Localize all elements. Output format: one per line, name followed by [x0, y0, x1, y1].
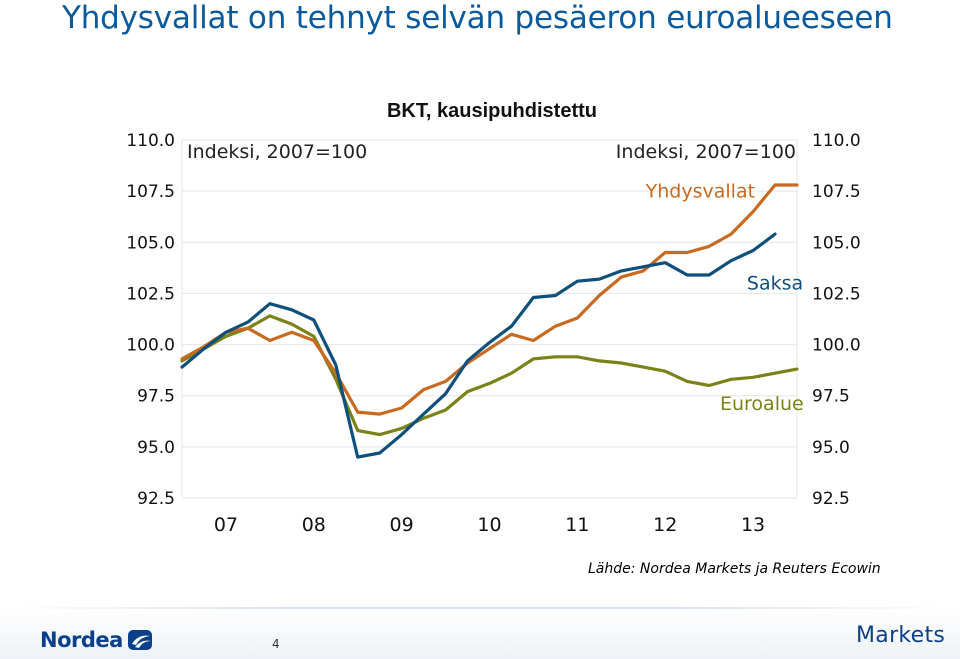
series-group — [180, 183, 799, 459]
series-line-usa — [180, 183, 799, 416]
y-tick-left-6: 95.0 — [137, 438, 175, 458]
source-note: Lähde: Nordea Markets ja Reuters Ecowin — [588, 561, 881, 577]
y-tick-left-7: 92.5 — [137, 489, 175, 509]
x-axis: 07 08 09 10 11 12 13 — [214, 514, 765, 536]
y-tick-right-0: 110.0 — [812, 131, 861, 151]
x-tick-11: 11 — [565, 514, 589, 536]
chart-title: BKT, kausipuhdistettu — [387, 100, 597, 122]
y-tick-right-7: 92.5 — [812, 489, 850, 509]
y-axis-label-right: Indeksi, 2007=100 — [616, 141, 796, 163]
markets-logo-text: Markets — [856, 623, 946, 648]
y-tick-left-4: 100.0 — [126, 336, 175, 356]
x-tick-13: 13 — [741, 514, 765, 536]
footer-divider — [0, 607, 960, 609]
gdp-line-chart: BKT, kausipuhdistettu Indeksi, 2007=100 … — [126, 100, 861, 536]
nordea-logo: Nordea — [40, 626, 156, 654]
series-line-germany — [180, 232, 777, 459]
y-tick-left-0: 110.0 — [126, 131, 175, 151]
y-tick-right-1: 107.5 — [812, 182, 861, 202]
y-tick-right-3: 102.5 — [812, 284, 861, 304]
y-axis-label-left: Indeksi, 2007=100 — [187, 141, 367, 163]
y-tick-left-5: 97.5 — [137, 387, 175, 407]
y-axis-left: 110.0 107.5 105.0 102.5 100.0 97.5 95.0 92.5 — [126, 131, 175, 509]
annotation-euro: Euroalue — [720, 393, 804, 415]
annotation-usa: Yhdysvallat — [645, 180, 755, 202]
series-line-euro — [180, 314, 799, 437]
y-tick-right-6: 95.0 — [812, 438, 850, 458]
x-tick-07: 07 — [214, 514, 238, 536]
footer: Nordea 4 Markets — [0, 607, 960, 659]
x-tick-08: 08 — [302, 514, 326, 536]
x-tick-09: 09 — [390, 514, 414, 536]
chart-grid — [181, 139, 798, 499]
y-tick-left-1: 107.5 — [126, 182, 175, 202]
y-tick-right-2: 105.0 — [812, 233, 861, 253]
annotations-group: Yhdysvallat Saksa Euroalue — [645, 180, 804, 415]
page-number: 4 — [272, 637, 280, 651]
nordea-wave-icon — [127, 630, 152, 650]
y-tick-left-2: 105.0 — [126, 233, 175, 253]
y-tick-left-3: 102.5 — [126, 284, 175, 304]
slide-title: Yhdysvallat on tehnyt selvän pesäeron eu… — [62, 0, 893, 36]
nordea-logo-text: Nordea — [40, 628, 123, 652]
y-axis-right: 110.0 107.5 105.0 102.5 100.0 97.5 95.0 92.5 — [812, 131, 861, 509]
x-tick-10: 10 — [477, 514, 501, 536]
y-tick-right-5: 97.5 — [812, 387, 850, 407]
annotation-germany: Saksa — [747, 272, 803, 294]
x-tick-12: 12 — [653, 514, 677, 536]
y-tick-right-4: 100.0 — [812, 336, 861, 356]
